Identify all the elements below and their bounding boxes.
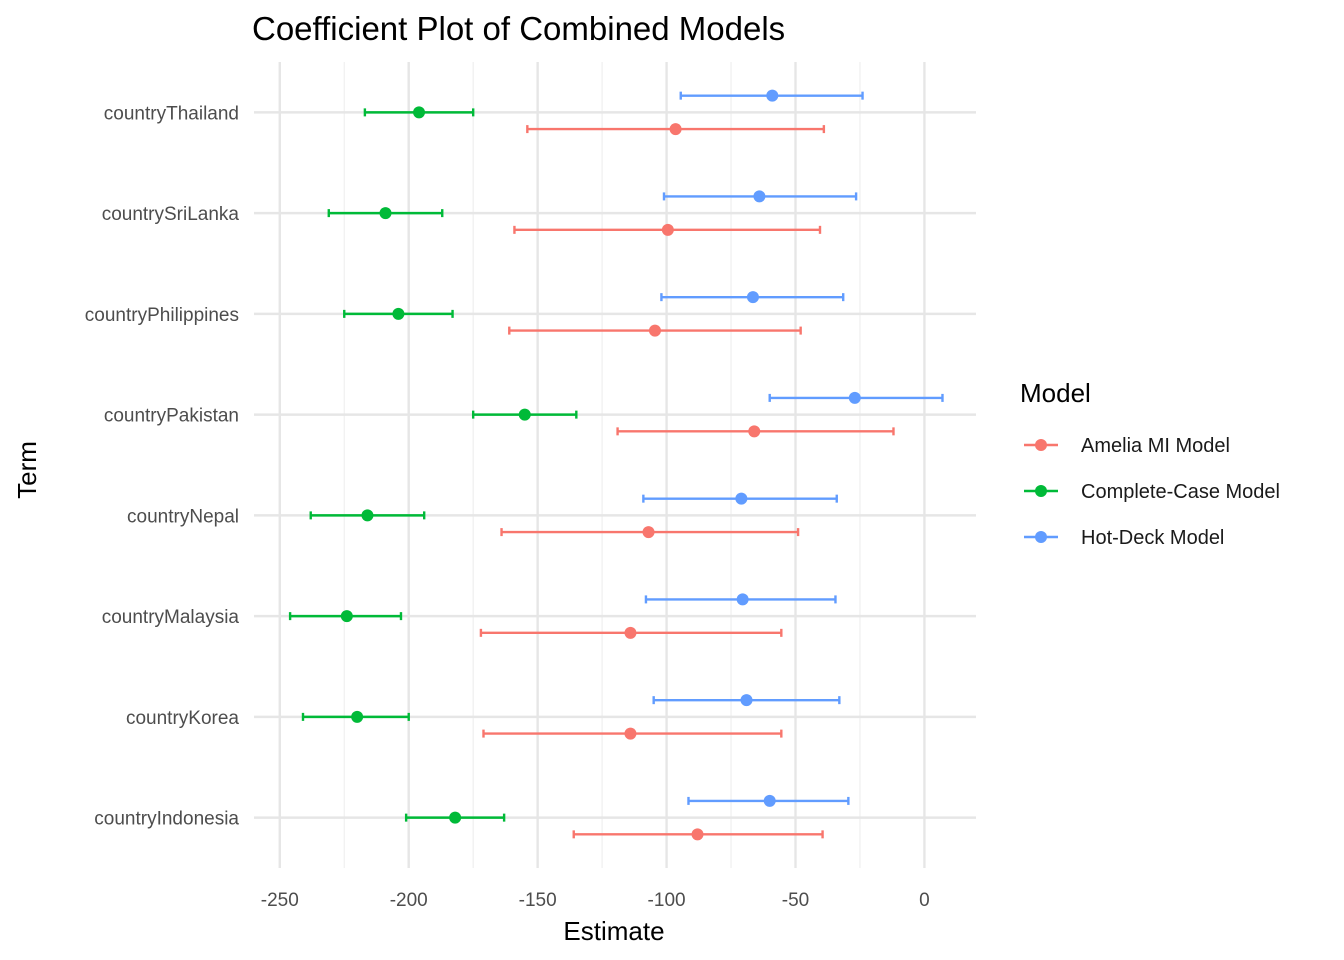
x-axis-title: Estimate — [563, 916, 664, 946]
estimate-point — [413, 106, 426, 119]
y-tick-label: countryIndonesia — [94, 809, 239, 830]
legend-label: Hot-Deck Model — [1081, 527, 1224, 549]
legend-key-point — [1035, 485, 1047, 497]
estimate-point — [518, 408, 531, 421]
estimate-point — [661, 223, 674, 236]
estimate-point — [624, 727, 637, 740]
legend: Model Amelia MI Model Complete-Case Model… — [1020, 378, 1280, 549]
estimate-point — [753, 190, 766, 203]
legend-item: Amelia MI Model — [1024, 435, 1230, 457]
estimate-point — [351, 710, 364, 723]
x-tick-label: -150 — [519, 890, 557, 911]
y-tick-label: countryThailand — [104, 103, 239, 124]
estimate-point — [379, 207, 392, 220]
y-tick-label: countryKorea — [126, 708, 239, 729]
estimate-point — [361, 509, 374, 522]
legend-item: Complete-Case Model — [1024, 481, 1280, 503]
x-axis-ticks: -250 -200 -150 -100 -50 0 — [261, 890, 930, 911]
legend-item: Hot-Deck Model — [1024, 527, 1224, 549]
y-tick-label: countrySriLanka — [102, 204, 240, 225]
y-tick-label: countryMalaysia — [102, 607, 240, 628]
estimate-point — [736, 593, 749, 606]
legend-key-point — [1035, 439, 1047, 451]
x-tick-label: -200 — [390, 890, 428, 911]
estimate-point — [735, 492, 748, 505]
estimate-point — [748, 425, 761, 438]
estimate-point — [340, 610, 353, 623]
estimate-point — [648, 324, 661, 337]
y-axis-title: Term — [12, 441, 42, 499]
legend-key-point — [1035, 531, 1047, 543]
estimate-point — [740, 694, 753, 707]
grid — [254, 62, 976, 868]
chart-marks — [288, 89, 944, 841]
x-tick-label: -100 — [648, 890, 686, 911]
estimate-point — [766, 89, 779, 102]
series-amelia-mi-model — [479, 123, 895, 841]
y-axis-ticks: countryThailand countrySriLanka countryPhi… — [85, 103, 240, 829]
y-tick-label: countryNepal — [127, 506, 239, 527]
x-tick-label: -50 — [782, 890, 809, 911]
estimate-point — [746, 291, 759, 304]
estimate-point — [392, 307, 405, 320]
series-hot-deck-model — [642, 89, 944, 807]
series-complete-case-model — [288, 106, 578, 824]
y-tick-label: countryPakistan — [104, 406, 239, 427]
chart-title: Coefficient Plot of Combined Models — [252, 10, 785, 47]
estimate-point — [848, 391, 861, 404]
estimate-point — [624, 626, 637, 639]
x-tick-label: 0 — [919, 890, 930, 911]
x-tick-label: -250 — [261, 890, 299, 911]
estimate-point — [642, 526, 655, 539]
estimate-point — [691, 828, 704, 841]
legend-label: Complete-Case Model — [1081, 481, 1280, 503]
y-tick-label: countryPhilippines — [85, 305, 239, 326]
estimate-point — [449, 811, 462, 824]
legend-label: Amelia MI Model — [1081, 435, 1230, 457]
legend-title: Model — [1020, 378, 1091, 408]
estimate-point — [763, 794, 776, 807]
estimate-point — [669, 123, 682, 136]
